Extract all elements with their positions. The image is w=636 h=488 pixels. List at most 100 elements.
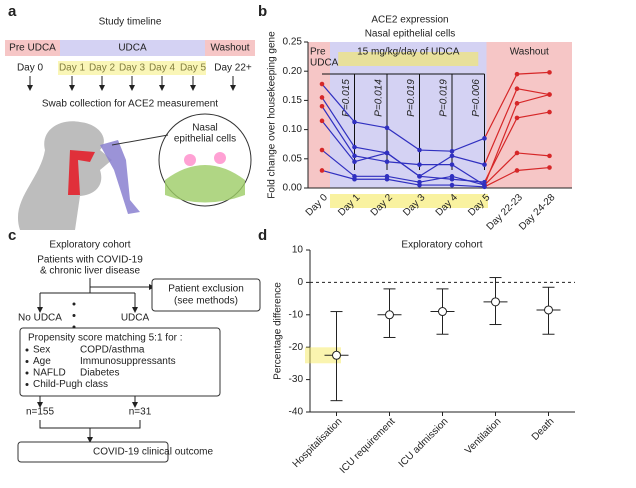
- data-point: [547, 92, 552, 97]
- y-tick-label: 10: [292, 245, 304, 256]
- data-point: [482, 162, 487, 167]
- n-label: n=155: [26, 407, 55, 418]
- bullet: [25, 348, 29, 352]
- panel-label: a: [8, 3, 17, 20]
- mean-point: [385, 310, 394, 320]
- chart-title: Exploratory cohort: [401, 240, 482, 251]
- x-tick-label: Death: [530, 416, 557, 443]
- data-point: [417, 174, 422, 179]
- y-tick-label: 0.15: [283, 95, 303, 106]
- panel-title: Study timeline: [99, 17, 162, 28]
- phase-label: Pre UDCA: [9, 43, 56, 54]
- data-point: [352, 159, 357, 165]
- nasal-cavity: [68, 150, 95, 195]
- arm-label: UDCA: [121, 313, 150, 324]
- day-label: Day 2: [89, 63, 116, 74]
- day-label: Day 22+: [214, 63, 252, 74]
- data-point: [417, 182, 422, 188]
- data-point: [547, 109, 552, 115]
- phase-label: Washout: [210, 43, 249, 54]
- y-tick-label: 0: [297, 277, 303, 288]
- matching-item: COPD/asthma: [80, 345, 145, 356]
- x-tick-label: Ventilation: [463, 416, 503, 456]
- x-tick-label: Day 24-28: [517, 192, 558, 233]
- data-point: [319, 81, 325, 87]
- data-point: [319, 103, 325, 109]
- y-tick-label: -20: [289, 342, 304, 353]
- phase-label: 15 mg/kg/day of UDCA: [357, 47, 460, 58]
- phase-label: UDCA: [310, 58, 339, 69]
- panel-title: Exploratory cohort: [49, 240, 130, 251]
- matching-item: Age: [33, 356, 51, 367]
- panel-label: c: [8, 227, 16, 244]
- data-point: [449, 182, 455, 188]
- phase-region: [486, 42, 572, 188]
- connector: [111, 134, 169, 146]
- y-tick-label: 0.25: [283, 37, 303, 48]
- series-line: [321, 105, 485, 186]
- matching-item: NAFLD: [33, 368, 66, 379]
- series-line: [321, 83, 485, 152]
- data-point: [547, 153, 552, 159]
- flow-line: [40, 278, 150, 294]
- day-label: Day 4: [149, 63, 176, 74]
- data-point: [384, 125, 390, 131]
- chart-subtitle: Nasal epithelial cells: [365, 29, 456, 40]
- matching-item: Sex: [33, 345, 50, 356]
- mean-point: [491, 297, 500, 307]
- population: Patients with COVID-19: [37, 255, 143, 266]
- y-tick-label: -10: [289, 309, 304, 320]
- data-point: [514, 71, 520, 77]
- outcome: COVID-19 clinical outcome: [93, 447, 213, 458]
- x-tick-label: Hospitalisation: [291, 416, 345, 470]
- n-label: n=31: [129, 407, 152, 418]
- data-point: [514, 150, 520, 156]
- series-line: [321, 120, 485, 183]
- day-label: Day 5: [180, 63, 207, 74]
- y-tick-label: -30: [289, 374, 304, 385]
- data-point: [514, 115, 520, 121]
- phase-bar: [205, 40, 255, 56]
- p-value: P=0.015: [341, 79, 352, 117]
- caption: Swab collection for ACE2 measurement: [42, 99, 218, 110]
- data-point: [547, 70, 552, 75]
- bullet: [72, 325, 76, 329]
- phase-label: Pre: [310, 47, 326, 58]
- exclusion: (see methods): [174, 296, 238, 307]
- data-point: [514, 86, 520, 92]
- highlight: [338, 52, 479, 66]
- data-point: [352, 176, 357, 182]
- bullet: [25, 383, 29, 386]
- matching-item: Immunosuppressants: [80, 356, 176, 367]
- day-label: Day 1: [59, 63, 86, 74]
- data-point: [449, 153, 455, 159]
- virus: [214, 152, 226, 164]
- bullet: [72, 314, 76, 317]
- data-point: [417, 147, 422, 153]
- data-point: [514, 168, 520, 173]
- matching-item: Diabetes: [80, 368, 119, 379]
- day-label: Day 0: [17, 63, 44, 74]
- matching-item: Child-Pugh class: [33, 379, 108, 390]
- data-point: [384, 176, 390, 182]
- mean-point: [544, 305, 553, 315]
- y-axis-label: Percentage difference: [273, 282, 284, 380]
- chart-title: ACE2 expression: [371, 15, 448, 26]
- data-point: [352, 144, 357, 150]
- box: [19, 327, 221, 397]
- panel-label: d: [258, 227, 267, 244]
- box: [151, 278, 261, 312]
- y-tick-label: 0.00: [283, 183, 303, 194]
- y-axis-label: Fold change over housekeeping gene: [267, 31, 278, 199]
- y-tick-label: 0.05: [283, 153, 303, 164]
- day-label: Day 3: [119, 63, 146, 74]
- data-point: [514, 101, 520, 106]
- virus: [184, 154, 196, 166]
- phase-label: Washout: [510, 47, 549, 58]
- highlight: [330, 194, 488, 208]
- data-point: [319, 118, 325, 124]
- p-value: P=0.019: [439, 79, 450, 117]
- data-point: [384, 150, 390, 156]
- data-point: [319, 168, 325, 173]
- data-point: [482, 136, 487, 141]
